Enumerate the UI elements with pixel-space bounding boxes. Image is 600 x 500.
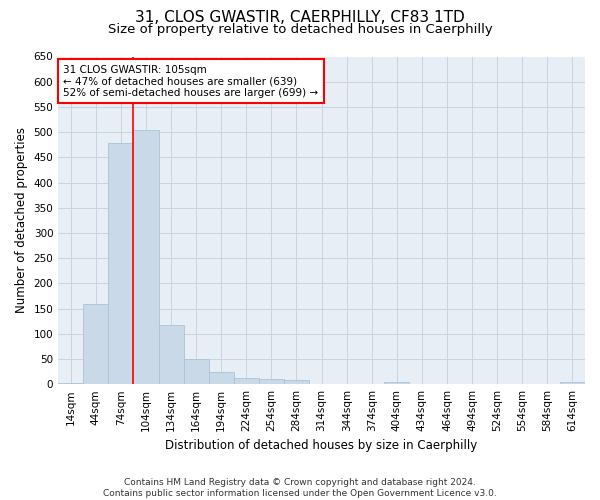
Bar (560, 382, 585, 384)
Bar (385, 382, 409, 384)
Bar (58, 382, 83, 384)
Text: Size of property relative to detached houses in Caerphilly: Size of property relative to detached ho… (107, 22, 493, 36)
Bar (158, 324, 184, 384)
Bar (83, 304, 109, 384)
Text: 31, CLOS GWASTIR, CAERPHILLY, CF83 1TD: 31, CLOS GWASTIR, CAERPHILLY, CF83 1TD (135, 10, 465, 25)
Text: 31 CLOS GWASTIR: 105sqm
← 47% of detached houses are smaller (639)
52% of semi-d: 31 CLOS GWASTIR: 105sqm ← 47% of detache… (64, 64, 319, 98)
Bar (234, 378, 259, 384)
Bar (184, 359, 209, 384)
Text: Contains HM Land Registry data © Crown copyright and database right 2024.
Contai: Contains HM Land Registry data © Crown c… (103, 478, 497, 498)
Bar (109, 143, 133, 384)
Bar (284, 380, 309, 384)
Bar (209, 372, 234, 384)
X-axis label: Distribution of detached houses by size in Caerphilly: Distribution of detached houses by size … (166, 440, 478, 452)
Bar (259, 378, 284, 384)
Y-axis label: Number of detached properties: Number of detached properties (15, 128, 28, 314)
Bar (133, 130, 158, 384)
